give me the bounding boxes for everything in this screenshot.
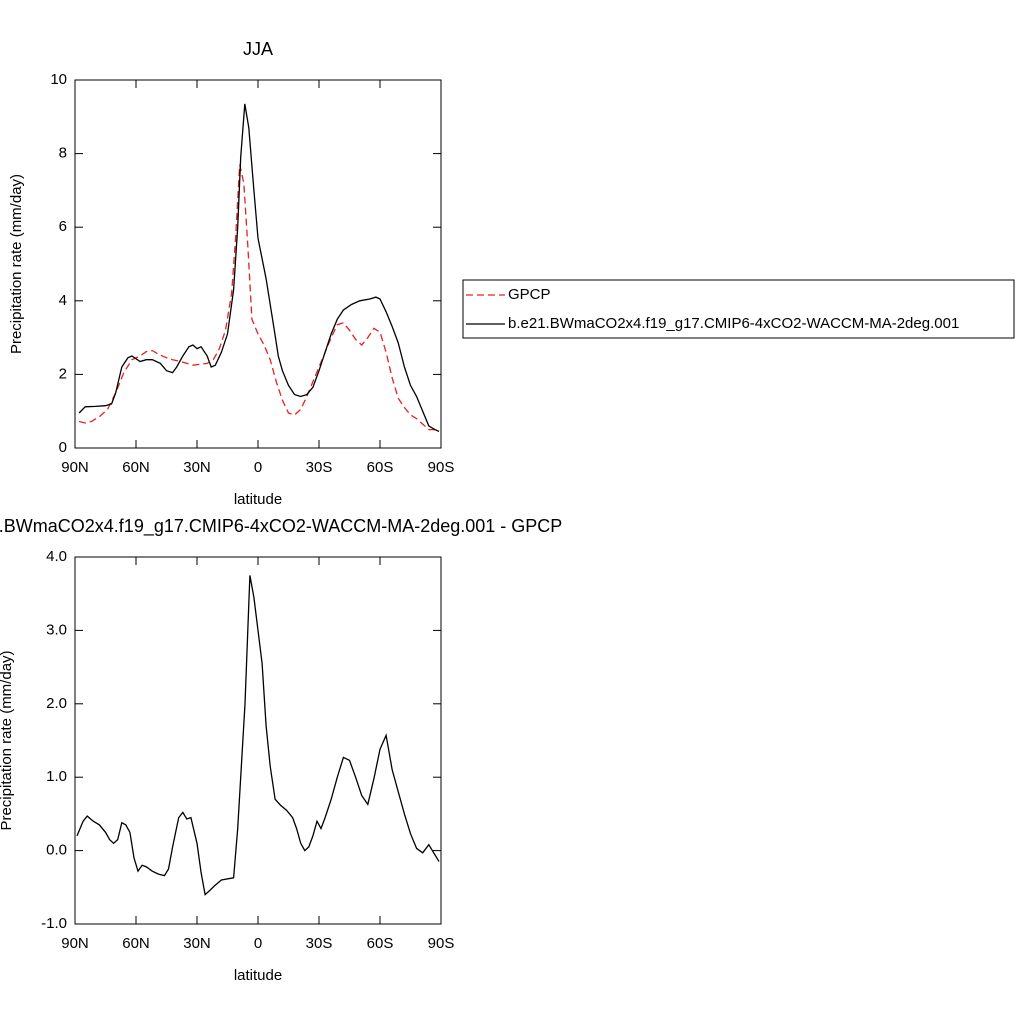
legend-box bbox=[462, 279, 1015, 339]
y-tick-label: 10 bbox=[50, 71, 67, 88]
x-axis-label: latitude bbox=[234, 491, 282, 508]
x-tick-label: 30S bbox=[306, 459, 333, 476]
plot-frame bbox=[74, 79, 442, 449]
y-tick-label: 0 bbox=[59, 439, 67, 456]
x-tick-label: 90N bbox=[61, 935, 89, 952]
y-tick-label: 3.0 bbox=[46, 621, 67, 638]
x-tick-label: 30N bbox=[183, 459, 211, 476]
x-tick-label: 60S bbox=[367, 459, 394, 476]
x-tick-label: 90N bbox=[61, 459, 89, 476]
x-tick-label: 60N bbox=[122, 459, 150, 476]
y-tick-label: 2 bbox=[59, 365, 67, 382]
y-axis-label: Precipitation rate (mm/day) bbox=[8, 174, 25, 354]
x-tick-label: 0 bbox=[254, 935, 262, 952]
x-axis-label: latitude bbox=[234, 967, 282, 984]
y-tick-label: 6 bbox=[59, 218, 67, 235]
y-tick-label: 8 bbox=[59, 145, 67, 162]
data-line bbox=[78, 164, 440, 432]
x-tick-label: 30N bbox=[183, 935, 211, 952]
legend-label: GPCP bbox=[508, 286, 551, 303]
x-tick-label: 0 bbox=[254, 459, 262, 476]
x-tick-label: 60N bbox=[122, 935, 150, 952]
y-tick-label: 0.0 bbox=[46, 842, 67, 859]
x-tick-label: 90S bbox=[428, 935, 455, 952]
y-axis-label: Precipitation rate (mm/day) bbox=[0, 650, 15, 830]
data-line bbox=[76, 575, 440, 896]
x-tick-label: 60S bbox=[367, 935, 394, 952]
y-tick-label: 4 bbox=[59, 292, 67, 309]
x-tick-label: 30S bbox=[306, 935, 333, 952]
y-tick-label: 4.0 bbox=[46, 548, 67, 565]
legend-label: b.e21.BWmaCO2x4.f19_g17.CMIP6-4xCO2-WACC… bbox=[508, 315, 959, 332]
y-tick-label: 2.0 bbox=[46, 695, 67, 712]
chart-title: JJA bbox=[243, 39, 273, 59]
plot-frame bbox=[74, 556, 442, 925]
data-line bbox=[78, 103, 440, 432]
y-tick-label: -1.0 bbox=[41, 915, 67, 932]
chart-title: b.e21.BWmaCO2x4.f19_g17.CMIP6-4xCO2-WACC… bbox=[0, 516, 562, 537]
x-tick-label: 90S bbox=[428, 459, 455, 476]
y-tick-label: 1.0 bbox=[46, 768, 67, 785]
